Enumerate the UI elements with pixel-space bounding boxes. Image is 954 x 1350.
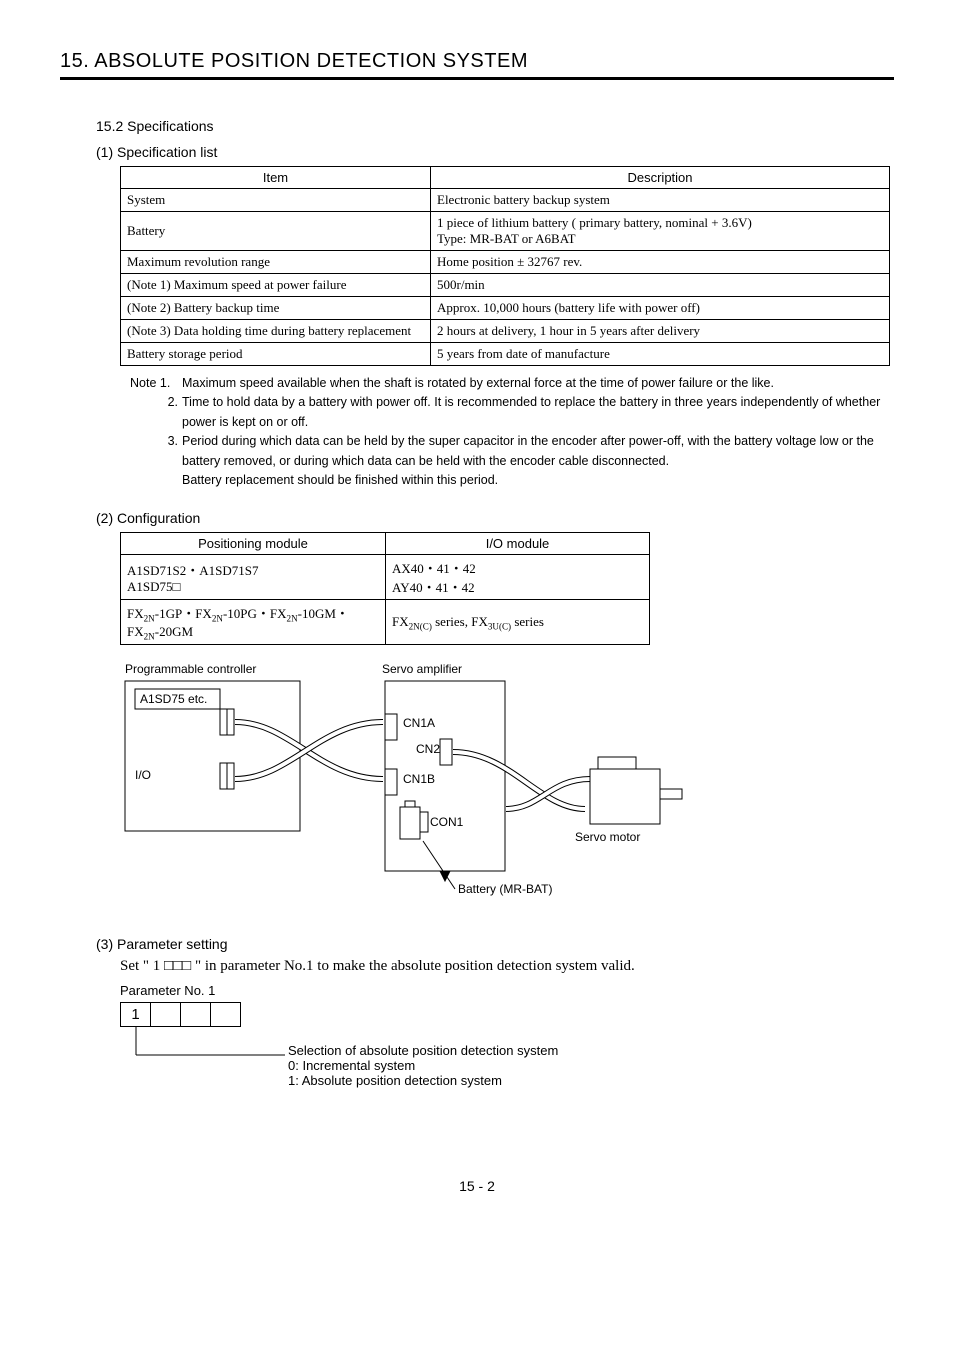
label-battery: Battery (MR-BAT) [458, 882, 552, 896]
table-row: Positioning module I/O module [121, 533, 650, 555]
table-row: Battery storage period 5 years from date… [121, 343, 890, 366]
spec-th-desc: Description [431, 167, 890, 189]
note-label: 3. [130, 432, 182, 471]
cfg-th-io: I/O module [386, 533, 650, 555]
spec-item: Battery storage period [121, 343, 431, 366]
spec-desc: Home position ± 32767 rev. [431, 251, 890, 274]
spec-item: Maximum revolution range [121, 251, 431, 274]
config-table: Positioning module I/O module A1SD71S2・A… [120, 532, 650, 645]
spec-notes: Note 1. Maximum speed available when the… [130, 374, 894, 490]
note-text: Battery replacement should be finished w… [182, 471, 894, 490]
section-15-2-title: 15.2 Specifications [96, 118, 894, 134]
spec-item: (Note 3) Data holding time during batter… [121, 320, 431, 343]
table-row: (Note 1) Maximum speed at power failure … [121, 274, 890, 297]
table-row: FX2N-1GP・FX2N-10PG・FX2N-10GM・FX2N-20GM F… [121, 600, 650, 645]
cfg-cell: FX2N(C) series, FX3U(C) series [386, 600, 650, 645]
spec-desc: Approx. 10,000 hours (battery life with … [431, 297, 890, 320]
page-number: 15 - 2 [60, 1178, 894, 1194]
note-label: Note 1. [130, 374, 182, 393]
parameter-block: Parameter No. 1 1 Selection of absolute … [120, 983, 894, 1088]
note-label: 2. [130, 393, 182, 432]
param-caption: Parameter No. 1 [120, 983, 894, 998]
note-text: Period during which data can be held by … [182, 432, 894, 471]
cfg-th-pos: Positioning module [121, 533, 386, 555]
spec-desc: 1 piece of lithium battery ( primary bat… [431, 212, 890, 251]
param-digit-boxes: 1 [120, 1002, 241, 1027]
label-cn1a: CN1A [403, 716, 435, 730]
table-row: (Note 3) Data holding time during batter… [121, 320, 890, 343]
label-servo-amp: Servo amplifier [382, 662, 462, 676]
table-row: Item Description [121, 167, 890, 189]
block-diagram: Programmable controller A1SD75 etc. I/O … [120, 659, 894, 914]
label-cn1b: CN1B [403, 772, 435, 786]
param-setting-title: (3) Parameter setting [96, 936, 894, 952]
spec-desc: Electronic battery backup system [431, 189, 890, 212]
label-prog-ctrl: Programmable controller [125, 662, 256, 676]
spec-desc: 5 years from date of manufacture [431, 343, 890, 366]
cfg-cell: A1SD71S2・A1SD71S7 A1SD75□ [121, 555, 386, 600]
cfg-cell: AX40・41・42 AY40・41・42 [386, 555, 650, 600]
cfg-cell: FX2N-1GP・FX2N-10PG・FX2N-10GM・FX2N-20GM [121, 600, 386, 645]
spec-item: (Note 1) Maximum speed at power failure [121, 274, 431, 297]
param-digit: 1 [121, 1003, 151, 1027]
spec-desc: 500r/min [431, 274, 890, 297]
note-text: Time to hold data by a battery with powe… [182, 393, 894, 432]
spec-list-title: (1) Specification list [96, 144, 894, 160]
configuration-title: (2) Configuration [96, 510, 894, 526]
spec-th-item: Item [121, 167, 431, 189]
spec-desc: 2 hours at delivery, 1 hour in 5 years a… [431, 320, 890, 343]
label-con1: CON1 [430, 815, 464, 829]
table-row: Maximum revolution range Home position ±… [121, 251, 890, 274]
label-cn2: CN2 [416, 742, 440, 756]
param-desc-line: 1: Absolute position detection system [288, 1073, 894, 1088]
label-a1sd75: A1SD75 etc. [140, 692, 207, 706]
spec-table: Item Description System Electronic batte… [120, 166, 890, 366]
label-io: I/O [135, 768, 151, 782]
table-row: A1SD71S2・A1SD71S7 A1SD75□ AX40・41・42 AY4… [121, 555, 650, 600]
param-digit [181, 1003, 211, 1027]
note-text: Maximum speed available when the shaft i… [182, 374, 894, 393]
param-desc: Selection of absolute position detection… [288, 1043, 894, 1088]
param-digit [211, 1003, 241, 1027]
spec-item: System [121, 189, 431, 212]
chapter-title: 15. ABSOLUTE POSITION DETECTION SYSTEM [60, 50, 894, 80]
param-sentence: Set " 1 □□□ " in parameter No.1 to make … [120, 958, 894, 975]
diagram-svg: Programmable controller A1SD75 etc. I/O … [120, 659, 720, 909]
label-servo-motor: Servo motor [575, 830, 640, 844]
table-row: (Note 2) Battery backup time Approx. 10,… [121, 297, 890, 320]
spec-item: Battery [121, 212, 431, 251]
table-row: System Electronic battery backup system [121, 189, 890, 212]
param-desc-line: 0: Incremental system [288, 1058, 894, 1073]
param-desc-line: Selection of absolute position detection… [288, 1043, 894, 1058]
param-digit [151, 1003, 181, 1027]
table-row: Battery 1 piece of lithium battery ( pri… [121, 212, 890, 251]
spec-item: (Note 2) Battery backup time [121, 297, 431, 320]
